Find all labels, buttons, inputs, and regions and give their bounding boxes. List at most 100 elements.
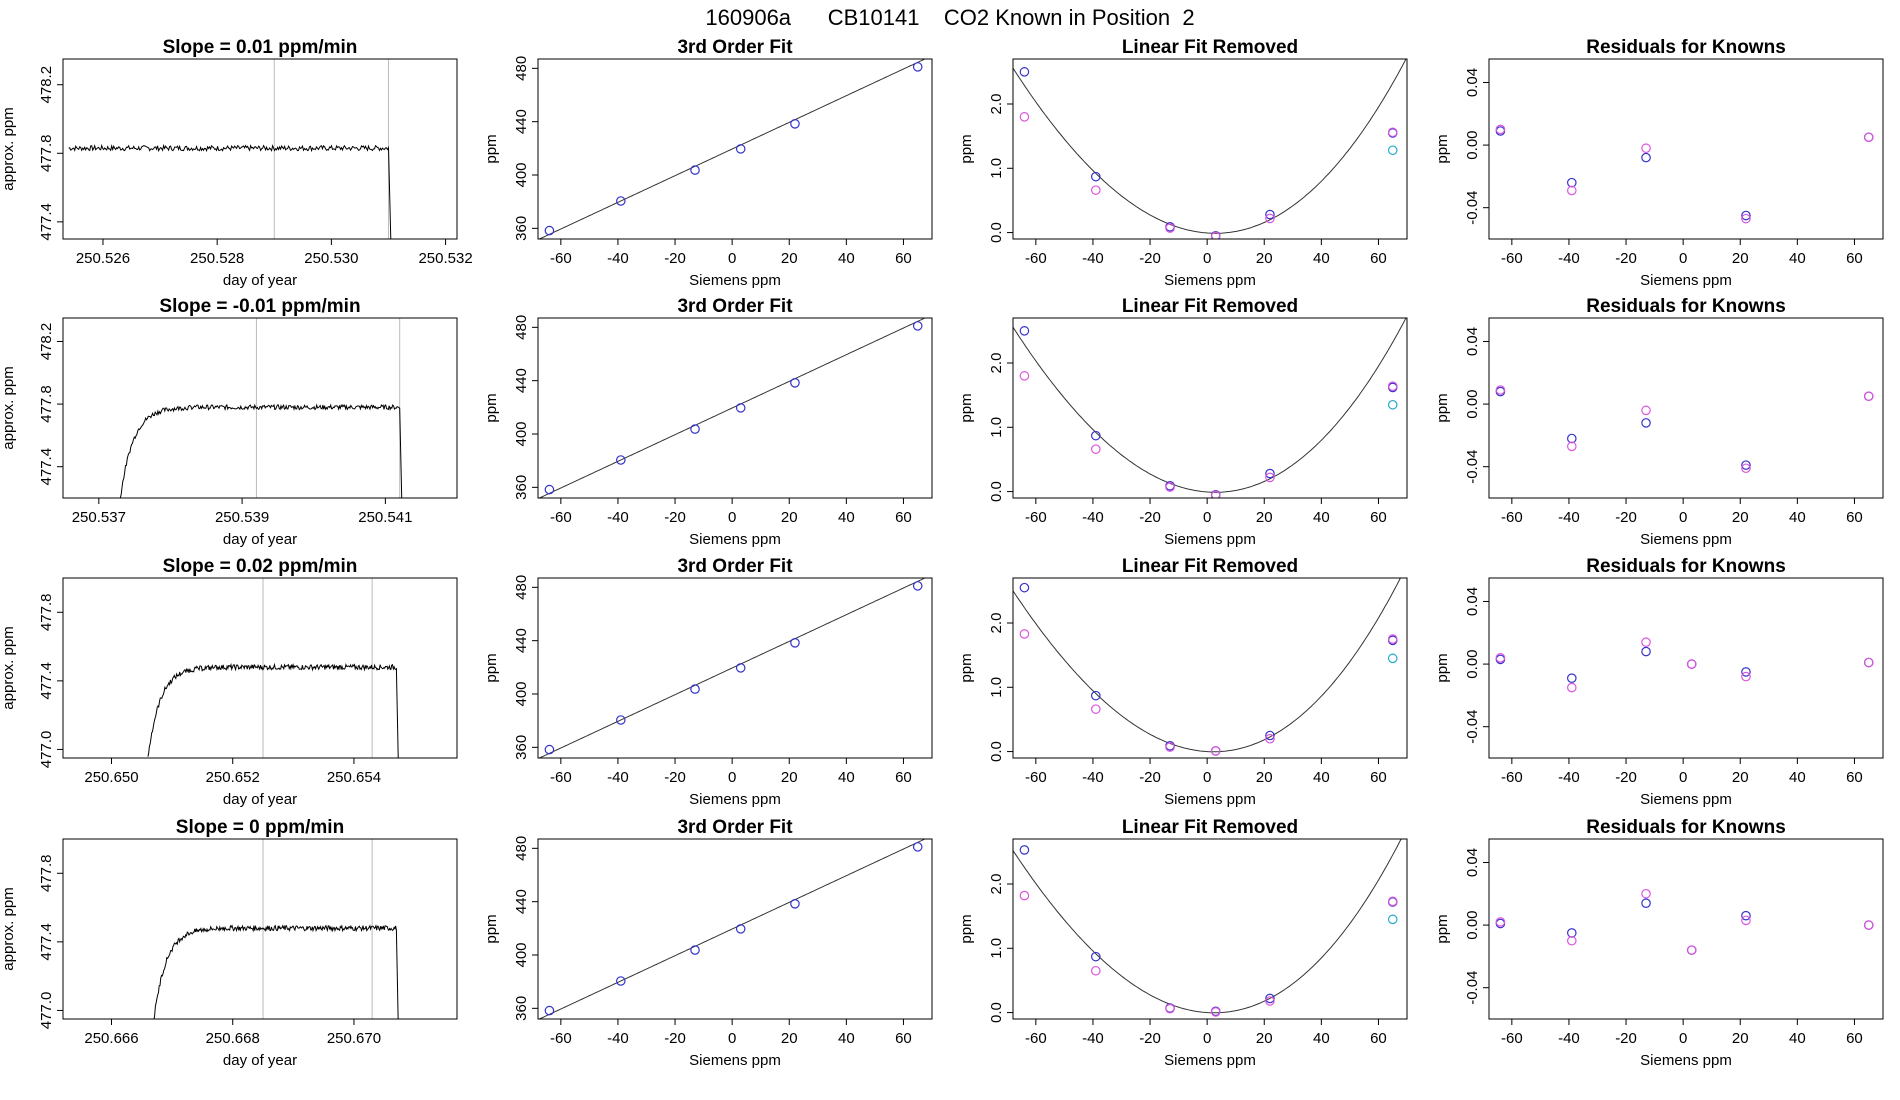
y-tick-label: 1.0 bbox=[988, 158, 1005, 179]
data-point-magenta bbox=[1641, 405, 1651, 416]
data-point-blue bbox=[1019, 326, 1030, 336]
x-tick-label: 250.537 bbox=[72, 509, 126, 526]
y-tick-label: 477.4 bbox=[38, 662, 55, 700]
panel-title: Slope = 0.01 ppm/min bbox=[163, 37, 358, 58]
x-tick-label: 20 bbox=[781, 769, 798, 786]
plot-frame bbox=[1012, 577, 1408, 759]
x-tick-label: 250.650 bbox=[84, 769, 138, 786]
plot-area bbox=[538, 839, 927, 1019]
y-tick-label: 477.8 bbox=[38, 594, 55, 632]
fit-curve bbox=[538, 839, 927, 1019]
panel-r2c3: Linear Fit Removed Siemens ppm ppm -60 -40 -2… bbox=[958, 296, 1408, 548]
x-tick-label: 0 bbox=[1679, 769, 1687, 786]
x-tick-label: 20 bbox=[781, 1030, 798, 1047]
y-axis-label: ppm bbox=[958, 393, 975, 422]
x-tick-label: 250.526 bbox=[76, 250, 130, 267]
panel-title: Residuals for Knowns bbox=[1586, 556, 1786, 577]
data-point-magenta bbox=[1210, 490, 1221, 498]
x-tick-label: 20 bbox=[1256, 509, 1273, 526]
data-point-blue bbox=[544, 484, 555, 495]
data-point-blue bbox=[1741, 210, 1751, 221]
x-tick-label: 250.670 bbox=[327, 1030, 381, 1047]
data-point-blue bbox=[912, 581, 923, 591]
x-axis-label: Siemens ppm bbox=[689, 272, 781, 289]
y-tick-label: 477.0 bbox=[38, 731, 55, 769]
x-axis-label: Siemens ppm bbox=[689, 531, 781, 548]
plot-area bbox=[1495, 124, 1874, 224]
y-tick-label: 0.04 bbox=[1464, 587, 1481, 616]
x-axis-label: Siemens ppm bbox=[1640, 531, 1732, 548]
x-tick-label: -40 bbox=[607, 509, 629, 526]
y-tick-label: 477.8 bbox=[38, 855, 55, 893]
plot-area bbox=[1495, 637, 1874, 693]
y-tick-label: 0.00 bbox=[1464, 649, 1481, 678]
x-tick-label: -60 bbox=[550, 1030, 572, 1047]
panel-title: Linear Fit Removed bbox=[1122, 37, 1298, 58]
plot-area bbox=[538, 578, 927, 758]
x-tick-label: 60 bbox=[1846, 769, 1863, 786]
x-tick-label: 40 bbox=[1313, 769, 1330, 786]
x-axis-label: day of year bbox=[223, 531, 297, 548]
data-point-blue bbox=[1265, 468, 1275, 479]
panel-grid: Slope = 0.01 ppm/min day of year approx. p… bbox=[0, 37, 1884, 1069]
y-axis-label: ppm bbox=[958, 653, 975, 682]
x-tick-label: -60 bbox=[1501, 769, 1523, 786]
y-tick-label: 477.8 bbox=[38, 385, 55, 423]
data-point-magenta bbox=[1165, 1003, 1175, 1014]
data-point-blue bbox=[912, 321, 923, 331]
y-axis-label: ppm bbox=[483, 134, 500, 163]
y-axis-label: ppm bbox=[1434, 653, 1451, 682]
data-point-blue bbox=[1090, 171, 1101, 182]
x-axis-label: Siemens ppm bbox=[1164, 1052, 1256, 1069]
x-tick-label: 250.532 bbox=[418, 250, 472, 267]
y-tick-label: 360 bbox=[513, 216, 530, 241]
data-point-magenta bbox=[1019, 890, 1030, 901]
x-tick-label: -60 bbox=[550, 509, 572, 526]
x-tick-label: -40 bbox=[607, 769, 629, 786]
x-tick-label: 250.530 bbox=[304, 250, 358, 267]
plot-frame bbox=[62, 58, 458, 240]
x-axis-label: Siemens ppm bbox=[1640, 1052, 1732, 1069]
data-point-blue bbox=[1741, 910, 1751, 921]
data-point-magenta bbox=[1566, 935, 1577, 946]
concentration-trace bbox=[147, 662, 399, 758]
y-tick-label: 2.0 bbox=[988, 353, 1005, 374]
x-tick-label: 60 bbox=[1370, 1030, 1387, 1047]
y-tick-label: 440 bbox=[513, 109, 530, 134]
figure-title: 160906a CB10141 CO2 Known in Position 2 bbox=[705, 5, 1194, 30]
data-point-magenta bbox=[1090, 965, 1101, 976]
y-axis-label: ppm bbox=[958, 914, 975, 943]
x-tick-label: 20 bbox=[1256, 1030, 1273, 1047]
plot-frame bbox=[62, 317, 458, 499]
x-tick-label: -40 bbox=[1082, 1030, 1104, 1047]
x-tick-label: 40 bbox=[838, 1030, 855, 1047]
panel-title: Slope = 0.02 ppm/min bbox=[163, 556, 358, 577]
x-axis-label: day of year bbox=[223, 272, 297, 289]
x-tick-label: -20 bbox=[1615, 250, 1637, 267]
x-tick-label: 0 bbox=[1203, 250, 1211, 267]
y-tick-label: 477.8 bbox=[38, 135, 55, 173]
y-axis-label: ppm bbox=[1434, 134, 1451, 163]
fit-curve bbox=[538, 318, 927, 498]
x-axis-label: day of year bbox=[223, 791, 297, 808]
x-tick-label: -40 bbox=[1558, 250, 1580, 267]
data-point-blue bbox=[1265, 209, 1275, 220]
data-point-blue bbox=[1090, 951, 1101, 962]
x-tick-label: 60 bbox=[1370, 250, 1387, 267]
panel-title: 3rd Order Fit bbox=[677, 296, 793, 317]
x-tick-label: -20 bbox=[664, 250, 686, 267]
plot-area bbox=[1495, 385, 1874, 474]
x-tick-label: 250.668 bbox=[206, 1030, 260, 1047]
panel-r1c1: Slope = 0.01 ppm/min day of year approx. p… bbox=[0, 37, 473, 289]
concentration-trace bbox=[119, 403, 403, 498]
panel-r4c2: 3rd Order Fit Siemens ppm ppm -60 -40 -20 0 20 4… bbox=[483, 817, 933, 1069]
y-tick-label: 1.0 bbox=[988, 938, 1005, 959]
x-tick-label: -60 bbox=[550, 250, 572, 267]
panel-r1c3: Linear Fit Removed Siemens ppm ppm -60 -40 -2… bbox=[958, 37, 1408, 289]
y-tick-label: 477.4 bbox=[38, 203, 55, 241]
x-tick-label: 40 bbox=[838, 769, 855, 786]
plot-frame bbox=[1488, 838, 1884, 1020]
data-point-magenta bbox=[1863, 657, 1874, 668]
x-tick-label: -60 bbox=[550, 769, 572, 786]
data-point-blue bbox=[790, 119, 800, 129]
